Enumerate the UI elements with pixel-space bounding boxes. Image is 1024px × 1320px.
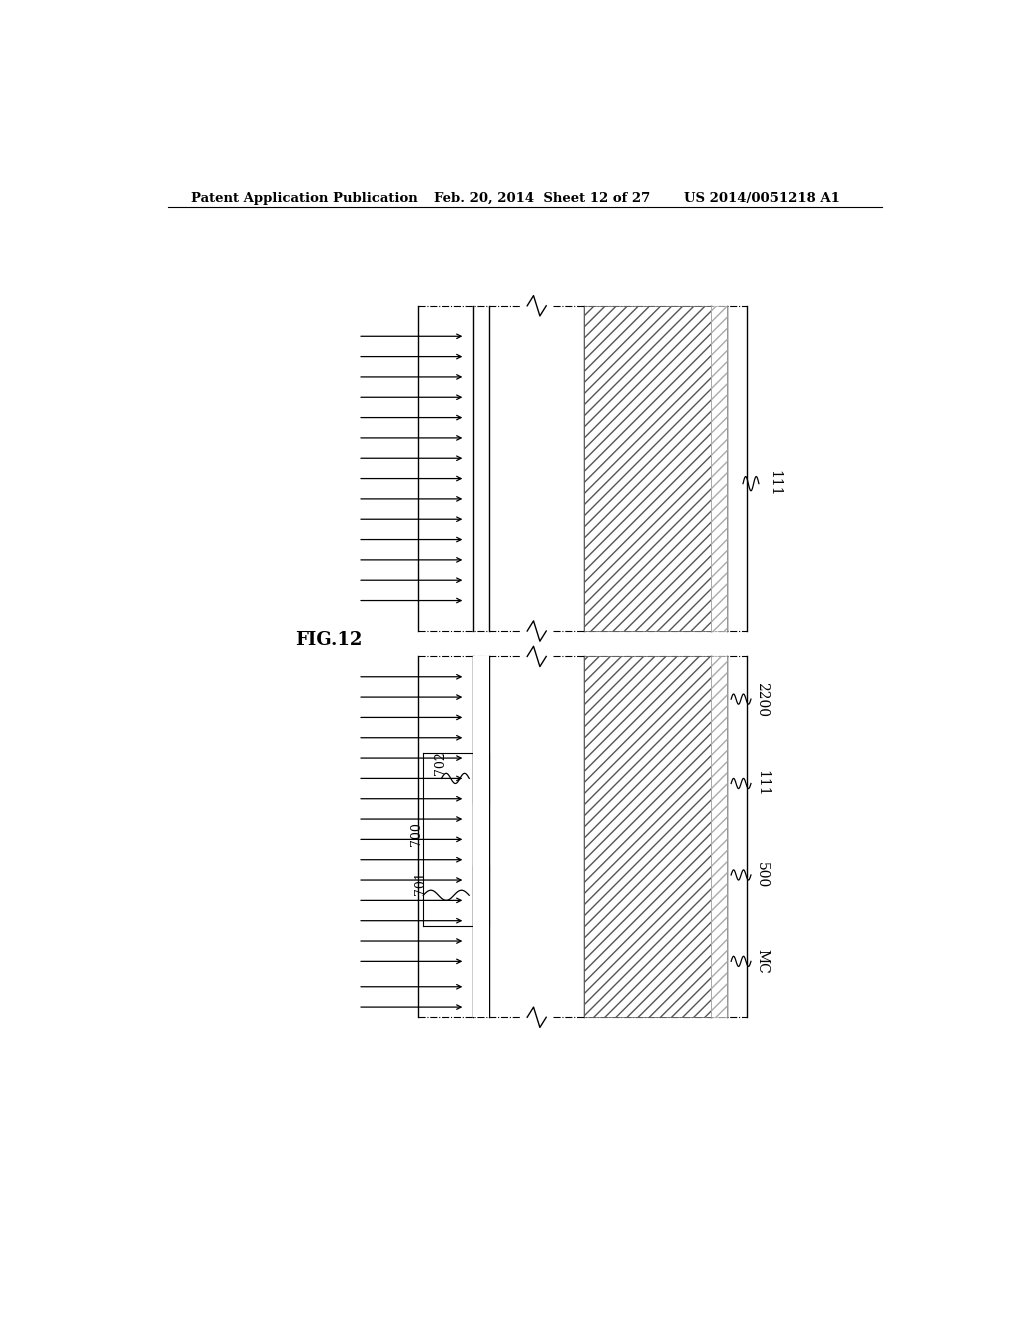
Text: 111: 111 [755, 770, 769, 797]
Bar [473, 752, 489, 804]
Text: 111: 111 [767, 470, 781, 496]
Bar [473, 865, 489, 925]
Text: 700: 700 [410, 822, 423, 846]
Bar [712, 306, 727, 631]
Text: Feb. 20, 2014  Sheet 12 of 27: Feb. 20, 2014 Sheet 12 of 27 [433, 191, 650, 205]
Text: 701: 701 [414, 871, 427, 895]
Bar [473, 752, 489, 804]
Bar [585, 656, 712, 1018]
Text: 702: 702 [433, 751, 446, 775]
Bar [585, 306, 712, 631]
Text: MC: MC [755, 949, 769, 974]
Text: 500: 500 [755, 862, 769, 888]
Bar [473, 865, 489, 925]
Text: US 2014/0051218 A1: US 2014/0051218 A1 [684, 191, 840, 205]
Bar [473, 656, 489, 1018]
Bar [712, 656, 727, 1018]
Text: FIG.12: FIG.12 [295, 631, 362, 649]
Text: 2200: 2200 [755, 681, 769, 717]
Text: Patent Application Publication: Patent Application Publication [191, 191, 418, 205]
